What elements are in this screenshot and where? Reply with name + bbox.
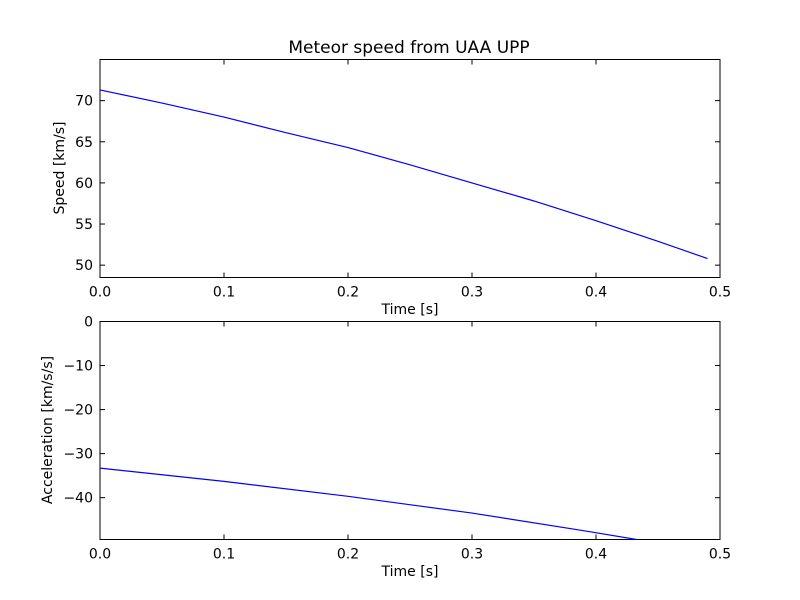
acceleration-axes-frame	[99, 321, 721, 540]
acceleration-series-layer	[99, 467, 638, 541]
acceleration-series-line	[99, 467, 638, 541]
speed-x-tick-label: 0.3	[461, 285, 483, 301]
acceleration-y-tick-label: −40	[63, 491, 93, 507]
speed-y-axis-label: Speed [km/s]	[52, 121, 68, 214]
acceleration-y-tick-label: −30	[63, 447, 93, 463]
speed-tick-layer: 0.0 0.1 0.2 0.3 0.4 0.5 50 55 60 65 70	[75, 59, 731, 301]
speed-x-tick-label: 0.0	[89, 285, 111, 301]
acceleration-x-tick-label: 0.4	[585, 547, 607, 563]
speed-x-axis-label: Time [s]	[381, 302, 439, 318]
speed-x-tick-label: 0.5	[709, 285, 731, 301]
acceleration-x-axis-label: Time [s]	[381, 564, 439, 580]
speed-axes-frame	[99, 59, 721, 278]
speed-series-line	[99, 89, 708, 260]
acceleration-y-tick-label: −10	[63, 359, 93, 375]
acceleration-x-tick-label: 0.0	[89, 547, 111, 563]
acceleration-plot-area: 0.0 0.1 0.2 0.3 0.4 0.5 0 −10 −20 −30 −40	[63, 315, 731, 563]
speed-y-tick-label: 55	[75, 217, 93, 233]
acceleration-x-tick-label: 0.3	[461, 547, 483, 563]
acceleration-y-tick-label: 0	[84, 315, 93, 331]
speed-x-tick-label: 0.2	[337, 285, 359, 301]
speed-series-layer	[99, 89, 708, 260]
acceleration-y-tick-label: −20	[63, 403, 93, 419]
speed-x-tick-label: 0.1	[213, 285, 235, 301]
speed-plot-area: 0.0 0.1 0.2 0.3 0.4 0.5 50 55 60 65 70	[75, 59, 731, 301]
acceleration-tick-layer: 0.0 0.1 0.2 0.3 0.4 0.5 0 −10 −20 −30 −40	[63, 315, 731, 563]
speed-y-tick-label: 65	[75, 135, 93, 151]
speed-x-tick-label: 0.4	[585, 285, 607, 301]
acceleration-y-axis-label: Acceleration [km/s/s]	[40, 356, 56, 504]
acceleration-x-tick-label: 0.2	[337, 547, 359, 563]
speed-panel: Meteor speed from UAA UPP 0.0 0.1 0.2 0.3 0.…	[52, 38, 731, 318]
acceleration-panel: 0.0 0.1 0.2 0.3 0.4 0.5 0 −10 −20 −30 −40 Time [s]…	[40, 315, 731, 581]
speed-y-tick-label: 50	[75, 258, 93, 274]
acceleration-x-tick-label: 0.5	[709, 547, 731, 563]
speed-y-tick-label: 60	[75, 176, 93, 192]
speed-y-tick-label: 70	[75, 94, 93, 110]
acceleration-x-tick-label: 0.1	[213, 547, 235, 563]
chart-title: Meteor speed from UAA UPP	[288, 38, 529, 58]
